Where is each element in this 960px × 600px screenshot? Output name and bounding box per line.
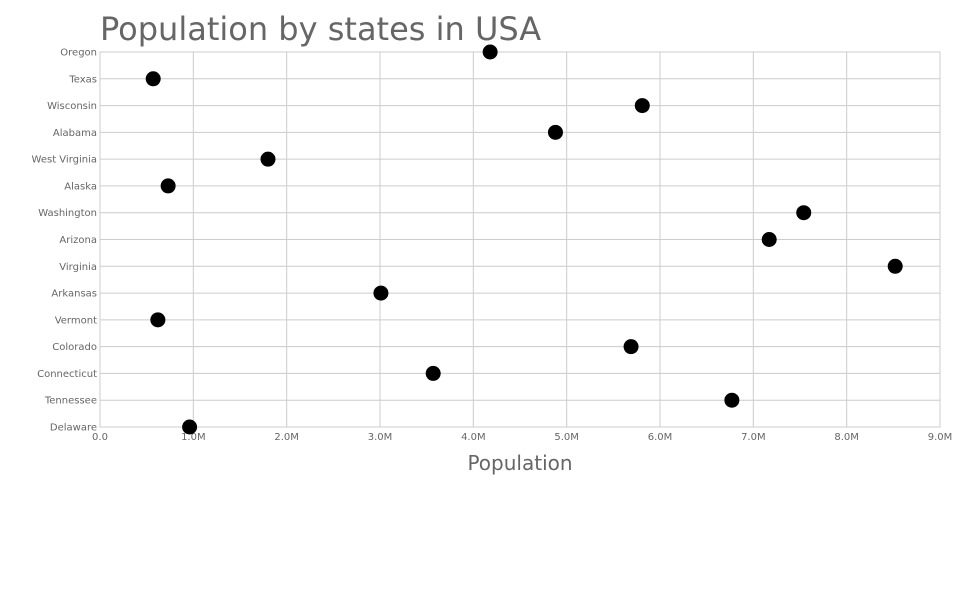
y-tick-label: Delaware [50, 423, 97, 434]
x-tick-label: 1.0M [181, 432, 206, 443]
y-tick-label: Alaska [64, 181, 97, 192]
x-tick-label: 7.0M [741, 432, 766, 443]
y-tick-label: Arizona [59, 235, 97, 246]
y-tick-label: Wisconsin [47, 101, 97, 112]
y-tick-label: Tennessee [44, 396, 97, 407]
grid [99, 51, 941, 428]
data-point[interactable] [260, 151, 276, 167]
y-tick-label: Oregon [60, 48, 97, 59]
y-axis-ticks: Oregon Texas Wisconsin Alabama West Virginia… [32, 48, 98, 434]
x-tick-label: 8.0M [834, 432, 859, 443]
y-tick-label: Virginia [59, 262, 97, 273]
y-tick-label: Alabama [53, 128, 97, 139]
y-tick-label: Connecticut [37, 369, 97, 380]
x-tick-label: 6.0M [648, 432, 673, 443]
chart-title: Population by states in USA [100, 10, 541, 48]
y-tick-label: Arkansas [51, 289, 97, 300]
x-tick-label: 0.0 [92, 432, 108, 443]
data-point[interactable] [150, 312, 166, 328]
data-point[interactable] [761, 232, 777, 247]
x-tick-label: 9.0M [928, 432, 953, 443]
y-tick-label: Vermont [55, 315, 97, 326]
data-point[interactable] [887, 258, 903, 274]
y-tick-label: Colorado [52, 342, 97, 353]
data-point[interactable] [623, 339, 639, 355]
data-point[interactable] [145, 71, 161, 87]
x-tick-label: 5.0M [554, 432, 579, 443]
x-tick-label: 2.0M [274, 432, 299, 443]
data-point[interactable] [796, 205, 812, 221]
x-tick-label: 3.0M [368, 432, 393, 443]
data-point[interactable] [160, 178, 176, 194]
data-point[interactable] [547, 124, 563, 140]
data-point[interactable] [182, 419, 198, 435]
y-tick-label: West Virginia [32, 155, 97, 166]
data-point[interactable] [634, 98, 650, 114]
data-point[interactable] [482, 44, 498, 60]
data-points [145, 44, 903, 435]
data-point[interactable] [373, 285, 389, 301]
data-point[interactable] [724, 392, 740, 408]
x-axis-title: Population [467, 451, 572, 475]
x-axis-ticks: 0.0 1.0M 2.0M 3.0M 4.0M 5.0M 6.0M 7.0M 8.0M 9.0M [92, 432, 952, 443]
plot-area [99, 51, 941, 428]
y-tick-label: Washington [38, 208, 97, 219]
data-point[interactable] [425, 365, 441, 381]
x-tick-label: 4.0M [461, 432, 486, 443]
y-tick-label: Texas [68, 74, 97, 85]
